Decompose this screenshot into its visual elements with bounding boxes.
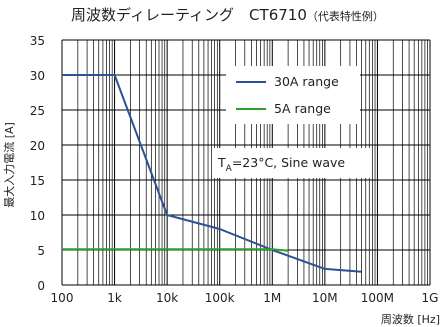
condition-annotation: TA=23°C, Sine wave — [212, 148, 370, 178]
annotation-subscript: A — [226, 164, 233, 174]
annotation-rest: =23°C, Sine wave — [232, 155, 346, 170]
legend: 30A range 5A range — [226, 66, 360, 124]
x-tick-labels: 100 1k 10k 100k 1M 10M 100M 1G — [51, 291, 439, 305]
y-tick-label: 10 — [30, 209, 45, 223]
x-tick-label: 1M — [263, 291, 281, 305]
series-line-0 — [62, 74, 362, 273]
chart-title: 周波数ディレーティング CT6710（代表特性例） — [71, 6, 384, 24]
legend-box — [226, 66, 360, 124]
y-axis-label: 最大入力電流 [A] — [2, 122, 16, 208]
y-tick-label: 0 — [37, 279, 45, 293]
y-tick-label: 35 — [30, 34, 45, 48]
y-tick-label: 20 — [30, 139, 45, 153]
x-tick-label: 100M — [361, 291, 394, 305]
y-tick-label: 5 — [37, 244, 45, 258]
legend-label-30a: 30A range — [274, 74, 339, 89]
y-tick-label: 15 — [30, 174, 45, 188]
y-tick-label: 25 — [30, 104, 45, 118]
x-axis-label: 周波数 [Hz] — [381, 313, 440, 326]
x-tick-label: 100k — [205, 291, 235, 305]
x-tick-label: 100 — [51, 291, 74, 305]
series-line-1 — [62, 248, 289, 252]
series-lines — [62, 74, 362, 273]
legend-label-5a: 5A range — [274, 101, 331, 116]
annotation-box — [212, 148, 370, 178]
y-tick-label: 30 — [30, 69, 45, 83]
x-tick-label: 10M — [312, 291, 338, 305]
grid — [61, 39, 431, 286]
x-tick-label: 10k — [156, 291, 178, 305]
x-tick-label: 1G — [422, 291, 439, 305]
x-tick-label: 1k — [107, 291, 122, 305]
chart-title-note: （代表特性例） — [307, 9, 384, 23]
chart-title-main: 周波数ディレーティング CT6710 — [71, 6, 307, 24]
y-tick-labels: 0 5 10 15 20 25 30 35 — [30, 34, 45, 293]
annotation-prefix: T — [217, 155, 226, 170]
annotation-text: TA=23°C, Sine wave — [217, 155, 345, 174]
